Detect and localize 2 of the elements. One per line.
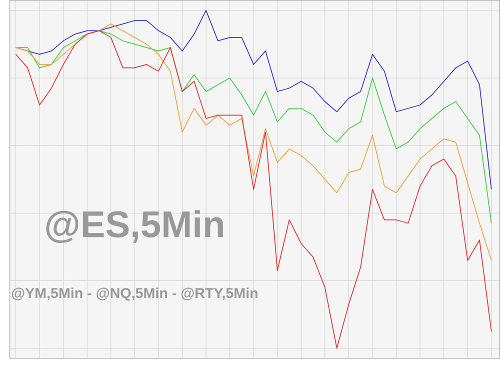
annotation: @YM,5Min - @NQ,5Min - @RTY,5Min [12,287,258,301]
annotation: @ES,5Min [46,210,223,243]
